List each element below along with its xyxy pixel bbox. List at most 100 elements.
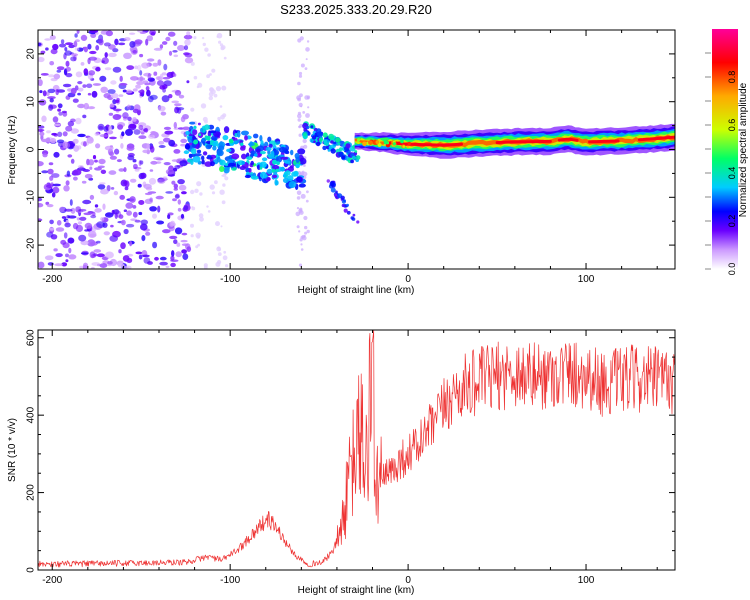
spectrogram-noise-blob [180,213,185,219]
spectrogram-noise-blob [176,242,181,247]
spectrogram-noise-blob [82,84,87,88]
spectrogram-streak-blob [296,207,300,210]
spectrogram-noise-blob [138,135,147,140]
spectrogram-noise-blob [127,253,134,257]
spectrogram-ytick-label: 20 [26,48,37,60]
colorbar-tick-label: 0.8 [727,71,737,84]
spectrogram-signal-blob [260,140,264,146]
spectrogram-signal-blob [216,149,224,157]
spectrogram-faint-blob [207,210,211,213]
colorbar-tick-label: 0.4 [727,167,737,180]
spectrogram-signal-blob [189,121,196,125]
spectrogram-noise-blob [139,92,143,97]
spectrogram-noise-blob [186,31,191,36]
spectrogram-noise-blob [183,45,189,51]
spectrogram-noise-blob [163,126,172,130]
spectrogram-noise-blob [66,170,71,177]
spectrogram-noise-blob [107,89,116,94]
spectrogram-bright-spot [295,163,300,169]
spectrogram-noise-blob [105,129,114,135]
spectrogram-noise-blob [174,227,183,235]
spectrogram-faint-blob [209,184,215,190]
spectrogram-noise-blob [158,140,165,145]
spectrogram-signal-blob [270,150,275,157]
spectrogram-streak-blob [296,190,302,196]
chart-title: S233.2025.333.20.29.R20 [280,2,432,17]
spectrogram-faint-blob [195,245,199,249]
spectrogram-faint-blob [223,132,226,135]
spectrogram-noise-blob [120,143,124,149]
spectrogram-noise-blob [140,131,145,135]
spectrogram-noise-blob [89,50,97,55]
spectrogram-noise-blob [89,251,96,259]
spectrogram-signal-blob [236,131,241,138]
spectrogram-faint-blob [221,174,224,177]
spectrogram-noise-blob [140,172,147,179]
spectrogram-noise-blob [77,103,86,109]
spectrogram-noise-blob [57,103,63,109]
spectrogram-noise-blob [62,131,68,137]
spectrogram-noise-blob [142,149,151,154]
spectrogram-signal-blob [218,145,225,151]
spectrogram-signal-blob [297,148,306,155]
spectrogram-signal-blob [298,183,306,188]
spectrogram-descending-blob [333,141,336,145]
snr-frame [37,329,676,571]
spectrogram-noise-blob [153,47,163,51]
spectrogram-faint-blob [216,32,223,39]
spectrogram-carrier-peak [495,139,552,145]
spectrogram-noise-blob [56,66,65,71]
spectrogram-noise-blob [106,185,111,192]
spectrogram-noise-blob [69,199,73,206]
spectrogram-faint-blob [200,103,207,109]
spectrogram-noise-blob [84,173,93,179]
spectrogram-noise-blob [126,145,135,151]
spectrogram-descending-blob [303,132,307,137]
spectrogram-signal-blob [223,126,230,134]
spectrogram-descending-tail [343,199,346,203]
spectrogram-streak-blob [306,229,310,234]
spectrogram-noise-blob [124,37,131,42]
spectrogram-signal-blob [194,153,202,157]
spectrogram-noise-blob [114,148,120,155]
spectrogram-noise-blob [79,265,84,269]
spectrogram-noise-blob [149,145,155,153]
spectrogram-noise-blob [124,265,132,269]
spectrogram-xtick-label: -100 [220,274,240,285]
spectrogram-bright-spot [276,161,280,166]
spectrogram-signal-blob [276,141,281,145]
spectrogram-streak-blob [299,210,304,215]
spectrogram-noise-blob [48,162,54,166]
spectrogram-streak-blob [306,40,310,43]
spectrogram-signal-blob [248,168,252,173]
spectrogram-noise-blob [125,202,134,209]
spectrogram-noise-blob [92,83,101,86]
spectrogram-noise-blob [101,60,105,64]
spectrogram-noise-blob [87,57,91,65]
spectrogram-noise-blob [152,213,157,219]
spectrogram-descending-blob [350,159,354,164]
spectrogram-noise-blob [70,158,75,164]
spectrogram-noise-blob [41,138,50,143]
spectrogram-noise-blob [147,73,151,80]
spectrogram-noise-blob [141,235,146,242]
spectrogram-streak-blob [302,138,307,144]
spectrogram-noise-blob [164,130,174,135]
spectrogram-noise-blob [72,98,79,103]
spectrogram-signal-blob [216,156,221,163]
spectrogram-signal-blob [204,161,213,167]
spectrogram-signal-blob [223,167,230,174]
spectrogram-signal-blob [203,124,210,130]
spectrogram-xtick-label: 100 [578,274,595,285]
spectrogram-noise-blob [44,38,52,41]
spectrogram-noise-blob [110,80,117,85]
spectrogram-streak-blob [299,238,303,242]
spectrogram-noise-blob [51,192,56,198]
spectrogram-noise-blob [74,33,78,38]
spectrogram-noise-blob [163,63,168,71]
spectrogram-signal-blob [224,162,229,167]
spectrogram-noise-blob [84,229,89,232]
spectrogram-noise-blob [64,222,71,228]
spectrogram-noise-blob [67,154,73,158]
